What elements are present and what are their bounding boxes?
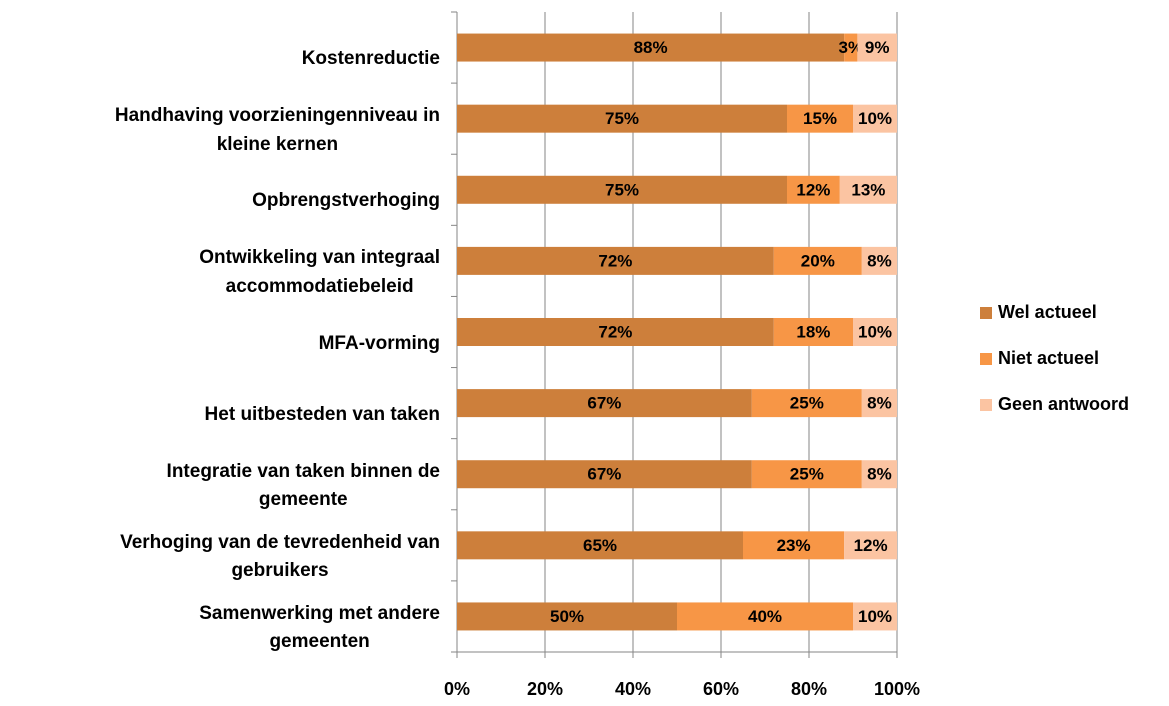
legend-label: Wel actueel: [998, 302, 1097, 322]
legend-label: Niet actueel: [998, 348, 1099, 368]
legend-swatch: [980, 307, 992, 319]
bar-segment: [457, 389, 752, 418]
category-label-box: Ontwikkeling van integraal accommodatieb…: [0, 237, 440, 308]
bar-segment: [457, 33, 845, 62]
data-label: 72%: [598, 322, 632, 341]
legend-swatch: [980, 399, 992, 411]
y-tick-label: Integratie van taken binnen de gemeente: [166, 460, 440, 511]
bar-segment: [853, 602, 897, 631]
x-tick-label: 40%: [615, 679, 651, 699]
category-label-box: Opbrengstverhoging: [0, 166, 440, 237]
category-label-box: Samenwerking met andere gemeenten: [0, 593, 440, 664]
data-label: 67%: [587, 394, 621, 413]
category-label-box: Handhaving voorzieningenniveau in kleine…: [0, 95, 440, 166]
x-tick-label: 60%: [703, 679, 739, 699]
bar-segment: [457, 318, 774, 346]
bar-segment: [853, 318, 897, 346]
data-label: 72%: [598, 251, 632, 270]
x-tick-label: 80%: [791, 679, 827, 699]
category-label-box: Het uitbesteden van taken: [0, 380, 440, 451]
data-label: 13%: [851, 180, 885, 199]
data-label: 12%: [854, 536, 888, 555]
bar-segment: [861, 389, 897, 418]
legend-label: Geen antwoord: [998, 394, 1129, 414]
y-tick-label: MFA-vorming: [318, 332, 440, 354]
data-label: 8%: [867, 251, 892, 270]
data-label: 20%: [801, 251, 835, 270]
data-label: 40%: [748, 607, 782, 626]
bar-segment: [787, 104, 853, 133]
bar-segment: [457, 104, 787, 133]
y-tick-label: Handhaving voorzieningenniveau in kleine…: [114, 105, 440, 155]
data-label: 15%: [803, 109, 837, 128]
data-label: 9%: [865, 38, 890, 57]
y-tick-label: Kostenreductie: [301, 48, 440, 70]
bar-segment: [773, 318, 853, 346]
bar-segment: [751, 460, 862, 489]
data-label: 50%: [550, 607, 584, 626]
category-label-box: MFA-vorming: [0, 308, 440, 379]
bar-segment: [457, 531, 743, 560]
bar-segment: [844, 33, 858, 62]
data-label: 8%: [867, 394, 892, 413]
bar-segment: [751, 389, 862, 418]
y-tick-label: Samenwerking met andere gemeenten: [199, 602, 440, 653]
data-label: 75%: [605, 180, 639, 199]
y-tick-label: Verhoging van de tevredenheid van gebrui…: [120, 531, 440, 582]
category-label-box: Integratie van taken binnen de gemeente: [0, 451, 440, 522]
bar-segment: [861, 460, 897, 489]
data-label: 3%: [839, 38, 864, 57]
x-tick-label: 20%: [527, 679, 563, 699]
data-label: 10%: [858, 322, 892, 341]
data-label: 23%: [777, 536, 811, 555]
y-tick-label: Het uitbesteden van taken: [204, 403, 440, 425]
data-label: 10%: [858, 607, 892, 626]
data-label: 65%: [583, 536, 617, 555]
bar-segment: [839, 175, 897, 204]
bar-segment: [457, 602, 677, 631]
data-label: 25%: [790, 394, 824, 413]
data-label: 25%: [790, 465, 824, 484]
bar-segment: [457, 460, 752, 489]
data-label: 8%: [867, 465, 892, 484]
x-tick-label: 100%: [874, 679, 920, 699]
bar-segment: [844, 531, 897, 560]
category-label-box: Kostenreductie: [0, 24, 440, 95]
data-label: 88%: [634, 38, 668, 57]
x-tick-label: 0%: [444, 679, 470, 699]
legend-swatch: [980, 353, 992, 365]
bar-segment: [773, 246, 862, 275]
y-tick-label: Opbrengstverhoging: [252, 190, 440, 212]
data-label: 10%: [858, 109, 892, 128]
bar-segment: [787, 175, 840, 204]
bar-segment: [457, 175, 787, 204]
data-label: 75%: [605, 109, 639, 128]
bar-segment: [743, 531, 845, 560]
category-label-box: Verhoging van de tevredenheid van gebrui…: [0, 522, 440, 593]
data-label: 18%: [796, 322, 830, 341]
y-tick-label: Ontwikkeling van integraal accommodatieb…: [199, 247, 440, 297]
bar-segment: [853, 104, 897, 133]
bar-segment: [861, 246, 897, 275]
data-label: 12%: [796, 180, 830, 199]
data-label: 67%: [587, 465, 621, 484]
bar-segment: [457, 246, 774, 275]
bar-segment: [857, 33, 897, 62]
bar-segment: [677, 602, 853, 631]
